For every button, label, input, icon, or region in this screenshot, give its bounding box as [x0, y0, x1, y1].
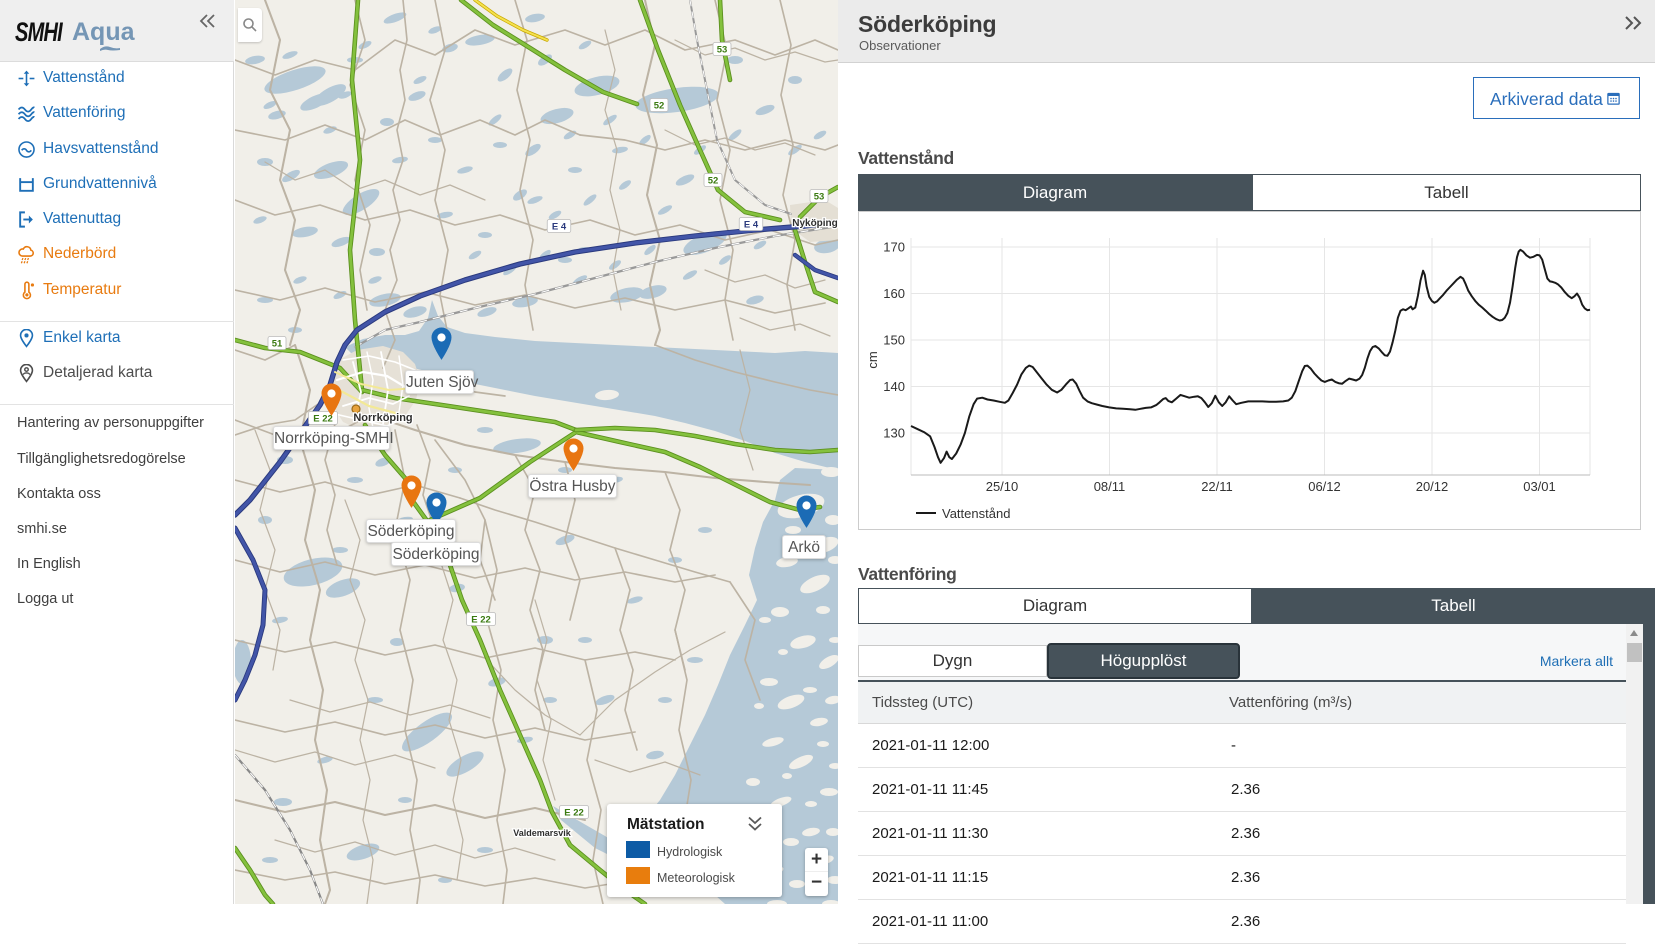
svg-text:22/11: 22/11 [1201, 479, 1233, 494]
svg-text:E 4: E 4 [744, 220, 759, 231]
svg-text:E 22: E 22 [564, 808, 584, 819]
svg-text:53: 53 [814, 192, 825, 203]
svg-text:Valdemarsvik: Valdemarsvik [513, 828, 572, 838]
svg-text:20/12: 20/12 [1416, 479, 1449, 494]
svg-text:08/11: 08/11 [1094, 479, 1126, 494]
svg-text:170: 170 [883, 240, 905, 255]
svg-text:52: 52 [654, 101, 665, 112]
svg-text:Nyköping: Nyköping [792, 218, 838, 229]
svg-text:E 22: E 22 [471, 615, 491, 626]
svg-text:140: 140 [883, 379, 905, 394]
svg-text:E 22: E 22 [313, 414, 333, 425]
svg-text:06/12: 06/12 [1308, 479, 1341, 494]
svg-text:cm: cm [865, 351, 880, 368]
svg-text:130: 130 [883, 426, 905, 441]
svg-text:03/01: 03/01 [1523, 479, 1556, 494]
svg-text:Norrköping: Norrköping [353, 412, 412, 424]
svg-text:E 4: E 4 [552, 222, 567, 233]
svg-text:51: 51 [272, 339, 283, 350]
svg-text:150: 150 [883, 333, 905, 348]
svg-text:Vattenstånd: Vattenstånd [942, 506, 1010, 521]
svg-text:52: 52 [708, 176, 719, 187]
svg-text:53: 53 [717, 45, 728, 56]
svg-text:160: 160 [883, 286, 905, 301]
svg-text:25/10: 25/10 [986, 479, 1019, 494]
